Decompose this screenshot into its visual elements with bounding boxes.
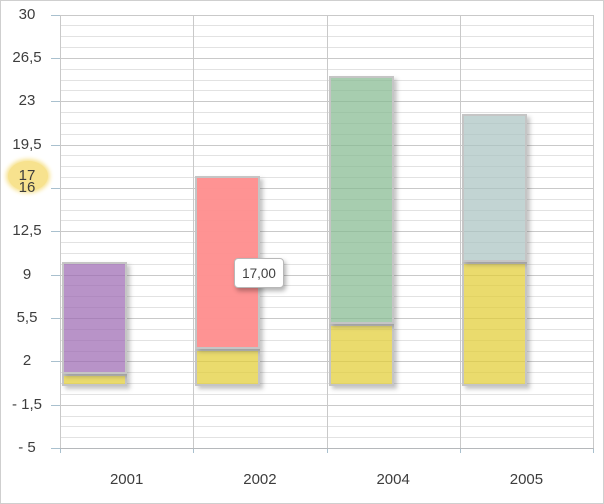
x-axis-tick (60, 448, 61, 453)
x-axis-label-2002: 2002 (243, 471, 277, 488)
gridline-vertical (459, 14, 461, 448)
y-axis-label: 19,5 (12, 135, 42, 153)
bar-2005-base-segment[interactable] (461, 262, 527, 387)
value-tooltip: 17,00 (234, 258, 284, 288)
y-axis-label: 5,5 (16, 308, 38, 326)
bar-2004-base-segment[interactable] (328, 324, 394, 386)
x-axis-label-2001: 2001 (109, 471, 144, 488)
y-axis-label: - 5 (18, 439, 36, 456)
x-axis-tick (459, 448, 461, 453)
y-axis-label: 2 (22, 352, 32, 370)
y-axis-label: 9 (22, 265, 32, 283)
gridline-vertical (193, 14, 195, 448)
highlighted-y-axis-label: 17 (18, 166, 36, 184)
y-axis-tick (51, 448, 60, 449)
bar-2001-top-segment[interactable] (62, 262, 127, 374)
y-axis-tick (51, 361, 60, 363)
x-axis-tick (193, 448, 195, 453)
y-axis-tick (51, 317, 60, 319)
y-axis-label: 23 (18, 92, 36, 110)
y-axis-tick (51, 14, 60, 16)
y-axis-label: 30 (18, 5, 36, 23)
y-axis-tick (51, 274, 60, 276)
y-axis-tick (51, 187, 60, 189)
y-axis-tick (51, 144, 60, 146)
x-axis-line (60, 448, 594, 449)
x-axis-label-2005: 2005 (509, 471, 544, 488)
y-axis-tick (51, 101, 60, 103)
gridline-vertical (60, 14, 61, 448)
gridline-vertical (593, 14, 594, 448)
y-axis-label: - 1,5 (11, 395, 42, 413)
bar-2002-base-segment[interactable] (195, 348, 261, 387)
y-axis-tick (51, 231, 60, 233)
x-axis-label-2004: 2004 (376, 471, 410, 488)
y-axis-tick (51, 404, 60, 406)
bar-2005-top-segment[interactable] (461, 113, 527, 263)
bar-2004-top-segment[interactable] (328, 76, 394, 325)
value-tooltip-text: 17,00 (242, 265, 276, 281)
highlight-ellipse (8, 160, 48, 191)
y-axis-label: 26,5 (12, 48, 42, 66)
x-axis-tick (326, 448, 328, 453)
y-axis-tick (51, 57, 60, 59)
y-axis-label: 12,5 (12, 222, 42, 240)
y-axis-label: 16 (18, 178, 36, 196)
bar-2001-base-segment[interactable] (62, 373, 127, 387)
gridline-vertical (326, 14, 328, 448)
x-axis-tick (593, 448, 594, 453)
